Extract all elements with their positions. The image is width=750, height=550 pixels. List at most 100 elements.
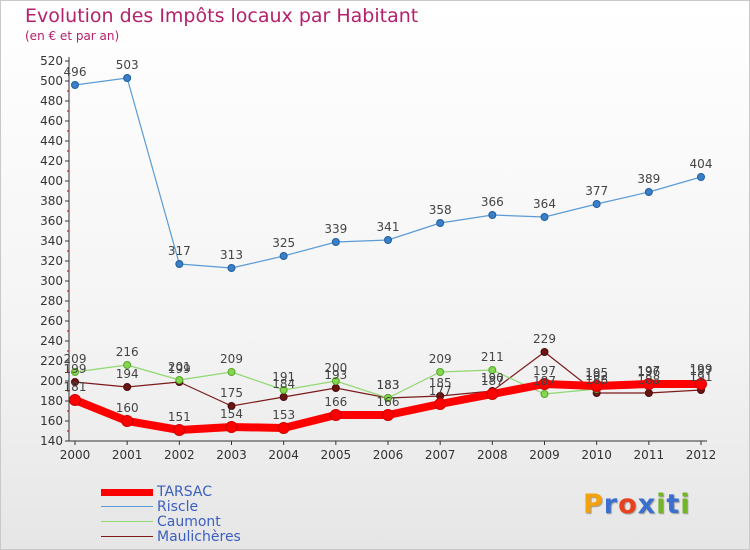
data-point: [590, 380, 603, 392]
data-label: 151: [168, 410, 191, 424]
y-tick-label: 420: [40, 154, 63, 168]
data-label: 201: [168, 360, 191, 374]
data-label: 183: [377, 378, 400, 392]
data-label: 193: [324, 368, 347, 382]
data-point: [121, 415, 134, 427]
data-point: [488, 366, 497, 374]
data-label: 188: [637, 373, 660, 387]
data-label: 166: [324, 395, 347, 409]
data-label: 188: [585, 373, 608, 387]
y-tick-label: 460: [40, 114, 63, 128]
data-point: [384, 236, 392, 244]
data-label: 183: [377, 378, 400, 392]
legend-swatch: [101, 536, 153, 538]
data-point: [538, 378, 551, 390]
data-label: 364: [533, 197, 556, 211]
y-tick-label: 240: [40, 334, 63, 348]
y-tick-label: 180: [40, 394, 63, 408]
y-tick-label: 480: [40, 94, 63, 108]
data-label: 197: [690, 364, 713, 378]
y-tick-label: 500: [40, 74, 63, 88]
y-tick-label: 220: [40, 354, 63, 368]
data-label: 209: [64, 352, 87, 366]
data-point: [71, 368, 79, 376]
y-tick-label: 400: [40, 174, 63, 188]
x-tick-label: 2004: [268, 448, 299, 462]
data-point: [434, 398, 447, 410]
data-label: 317: [168, 244, 191, 258]
data-label: 187: [533, 374, 556, 388]
data-point: [279, 393, 288, 401]
y-tick-label: 280: [40, 294, 63, 308]
data-point: [384, 394, 392, 402]
data-point: [175, 376, 184, 384]
data-point: [279, 252, 288, 260]
data-label: 191: [272, 370, 295, 384]
data-label: 153: [272, 408, 295, 422]
data-label: 341: [377, 220, 400, 234]
data-point: [227, 264, 236, 272]
data-point: [331, 377, 340, 385]
data-label: 339: [324, 222, 347, 236]
data-label: 175: [220, 386, 243, 400]
data-label: 404: [690, 157, 713, 171]
legend-item: Caumont: [101, 515, 351, 530]
x-tick-label: 2010: [581, 448, 612, 462]
y-tick-label: 140: [40, 434, 63, 448]
legend-label: TARSAC: [157, 484, 213, 500]
data-point: [540, 348, 549, 356]
data-point: [71, 81, 79, 89]
data-label: 389: [637, 172, 660, 186]
data-label: 195: [585, 366, 608, 380]
data-point: [436, 368, 445, 376]
data-label: 160: [116, 401, 139, 415]
data-label: 184: [272, 377, 295, 391]
data-point: [331, 384, 340, 392]
y-tick-label: 360: [40, 214, 63, 228]
chart-title: Evolution des Impôts locaux par Habitant: [25, 5, 419, 27]
legend-label: Riscle: [157, 499, 199, 515]
data-point: [382, 409, 394, 421]
data-point: [642, 378, 655, 390]
x-tick-label: 2001: [112, 448, 143, 462]
y-tick-label: 300: [40, 274, 63, 288]
data-label: 199: [690, 362, 713, 376]
y-tick-label: 440: [40, 134, 63, 148]
data-point: [225, 421, 238, 433]
x-tick-label: 2006: [373, 448, 404, 462]
legend: TARSAC Riscle Caumont Maulichères: [101, 485, 351, 545]
data-point: [69, 394, 81, 406]
data-point: [123, 74, 132, 82]
data-point: [644, 188, 653, 196]
data-label: 496: [64, 65, 87, 79]
x-tick-label: 2012: [686, 448, 717, 462]
data-point: [123, 361, 132, 369]
data-label: 197: [533, 364, 556, 378]
data-label: 177: [429, 384, 452, 398]
y-tick-label: 340: [40, 234, 63, 248]
chart-subtitle: (en € et par an): [25, 29, 120, 43]
legend-item: Maulichères: [101, 530, 351, 545]
data-label: 154: [220, 407, 243, 421]
legend-item: Riscle: [101, 500, 351, 515]
data-label: 166: [377, 395, 400, 409]
data-label: 377: [585, 184, 608, 198]
legend-label: Maulichères: [157, 529, 241, 545]
data-point: [173, 424, 186, 436]
data-label: 181: [64, 380, 87, 394]
data-label: 187: [481, 374, 504, 388]
brand-logo: Proxiti: [583, 489, 691, 520]
x-tick-label: 2000: [60, 448, 91, 462]
data-label: 185: [429, 376, 452, 390]
data-point: [540, 390, 549, 398]
data-label: 366: [481, 195, 504, 209]
data-point: [331, 238, 340, 246]
y-tick-label: 520: [40, 54, 63, 68]
data-point: [277, 422, 290, 434]
y-tick-label: 200: [40, 374, 63, 388]
y-tick-label: 260: [40, 314, 63, 328]
data-point: [540, 213, 549, 221]
legend-label: Caumont: [157, 514, 221, 530]
